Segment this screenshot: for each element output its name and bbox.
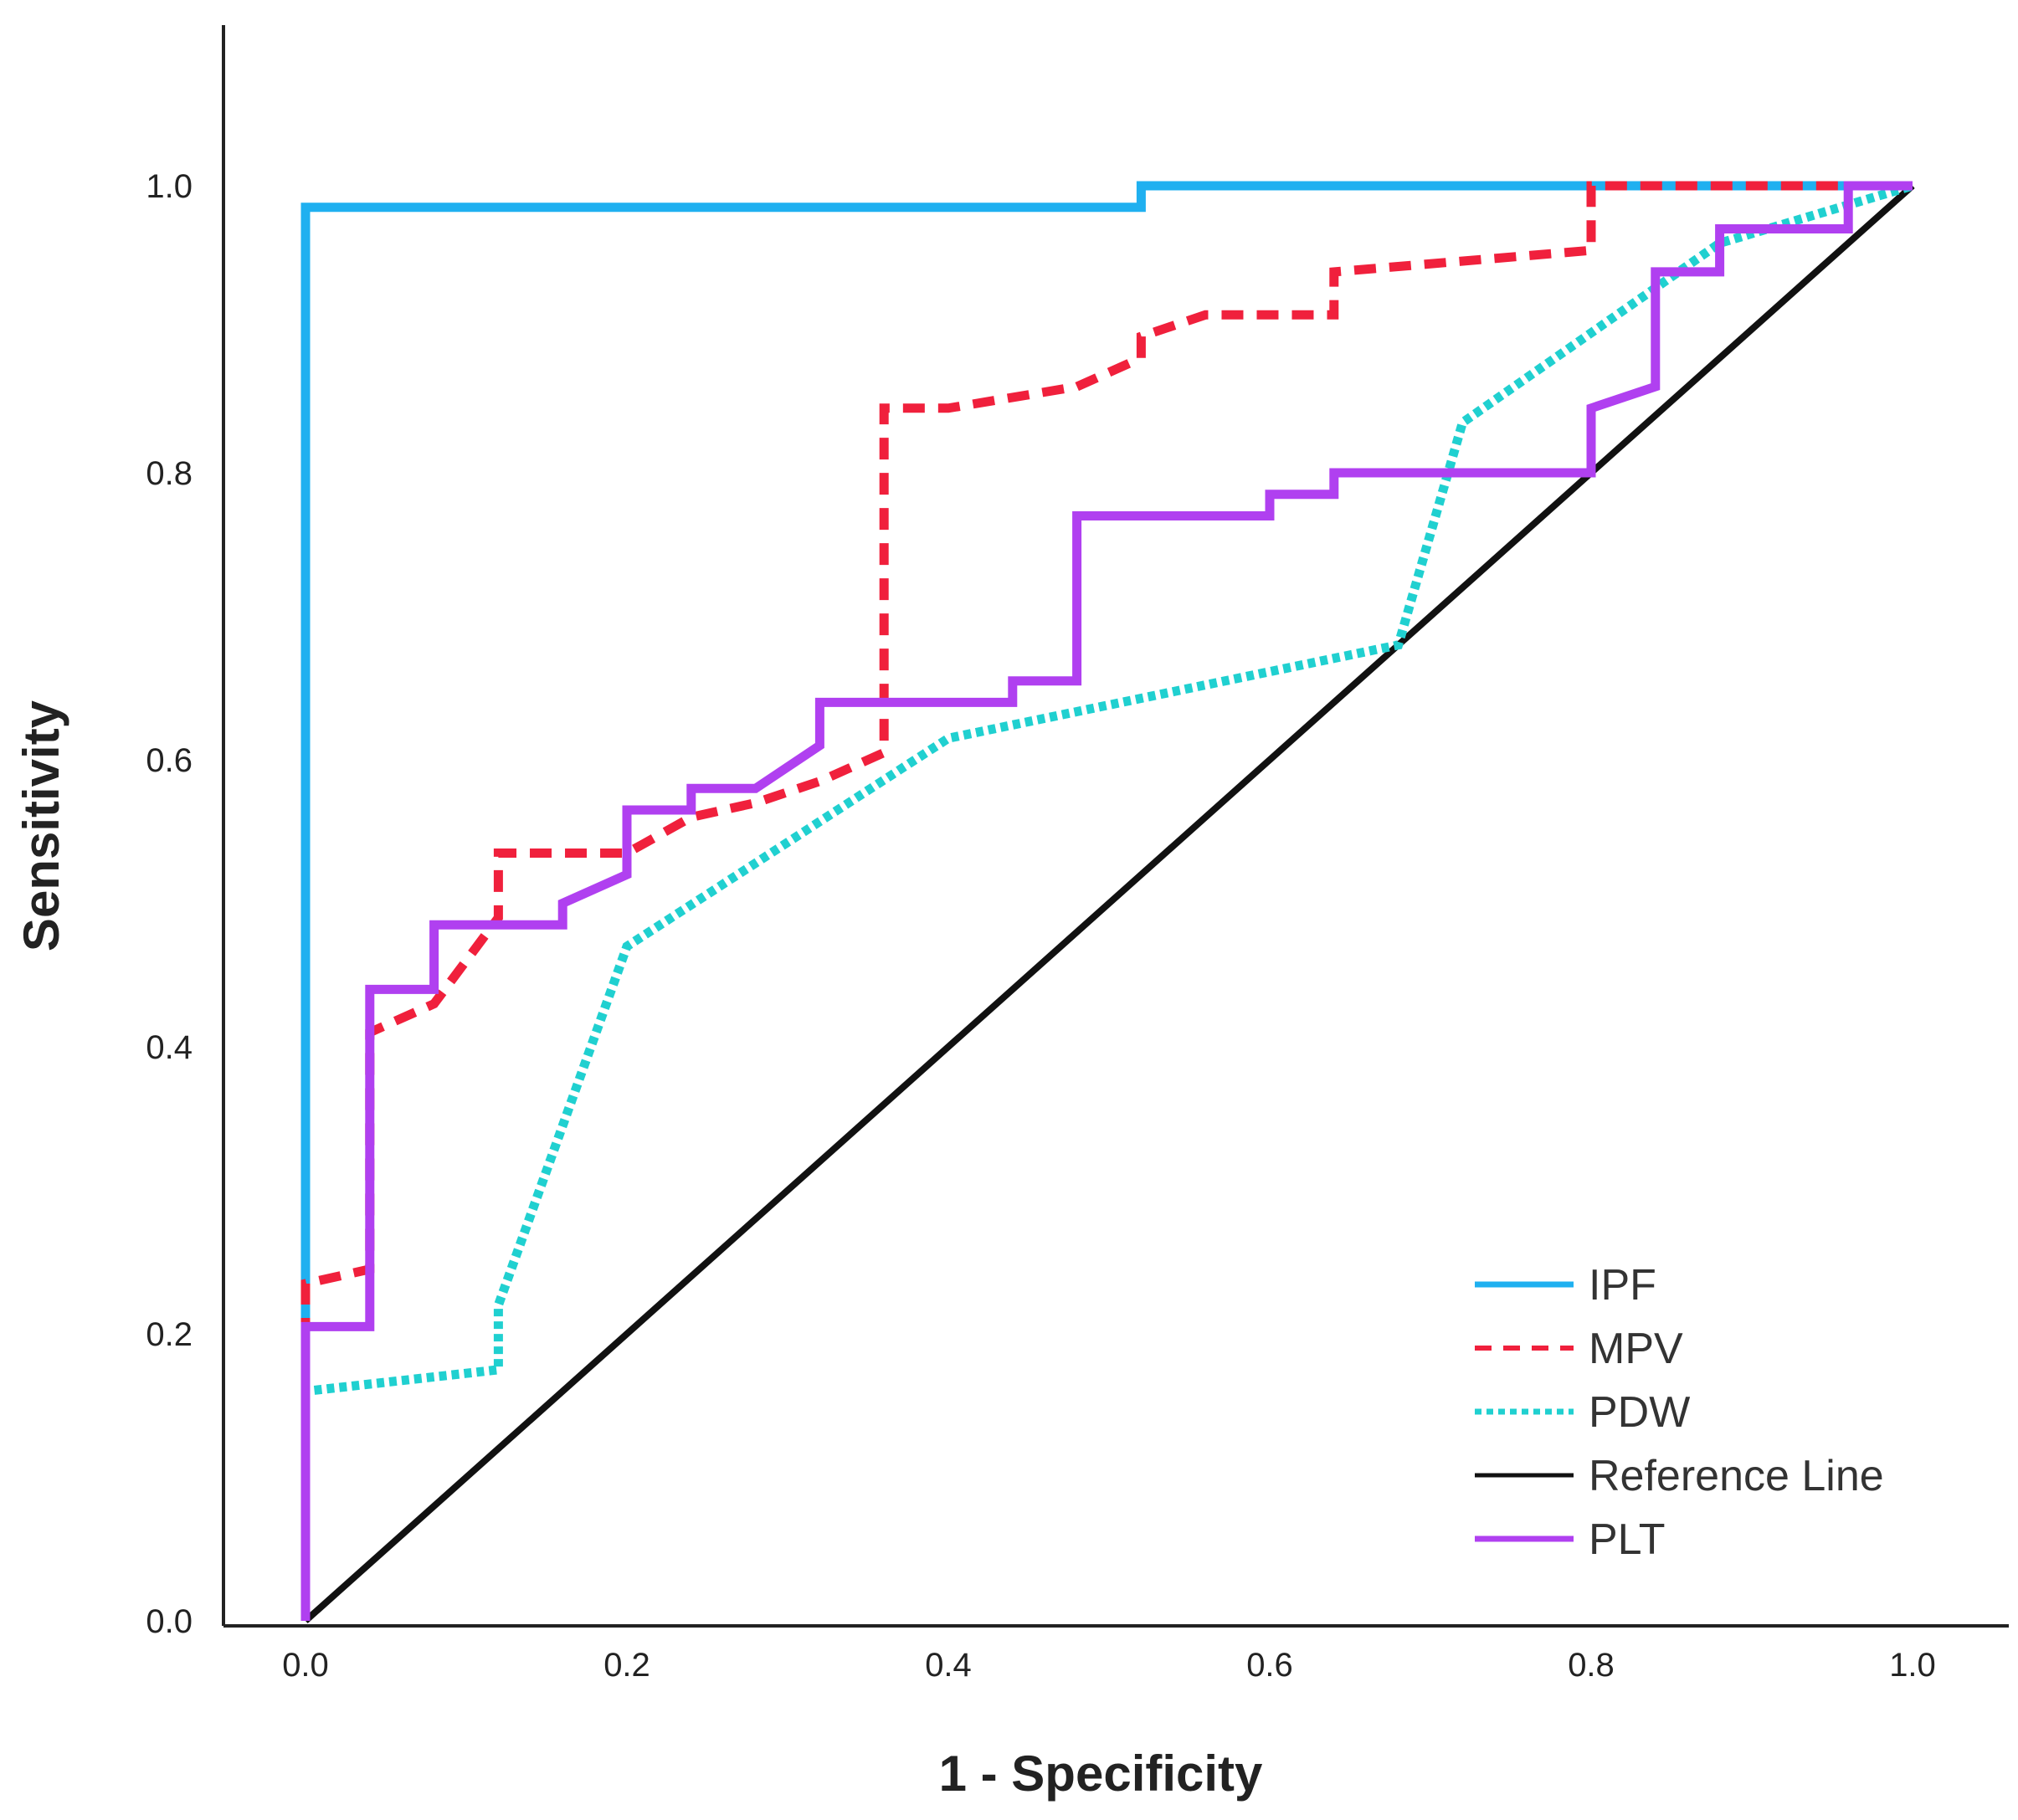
legend-item-ipf: IPF xyxy=(1475,1261,1656,1310)
series-lines xyxy=(300,181,1915,1623)
legend-item-mpv: MPV xyxy=(1475,1325,1683,1373)
x-tick-label-0.4: 0.4 xyxy=(925,1647,972,1684)
legend-item-reference-line: Reference Line xyxy=(1475,1452,1884,1500)
legend-label-pdw: PDW xyxy=(1589,1388,1690,1437)
x-tick-label-1.0: 1.0 xyxy=(1889,1647,1936,1684)
legend-label-reference-line: Reference Line xyxy=(1589,1452,1884,1500)
legend: IPF MPV PDW Reference Line PLT xyxy=(1475,1261,1884,1564)
legend-label-ipf: IPF xyxy=(1589,1261,1656,1310)
legend-label-mpv: MPV xyxy=(1589,1325,1683,1373)
y-tick-label-0.0: 0.0 xyxy=(146,1603,193,1640)
y-tick-labels: 0.0 0.2 0.4 0.6 0.8 1.0 xyxy=(146,168,193,1640)
x-tick-label-0.2: 0.2 xyxy=(603,1647,650,1684)
x-tick-label-0.8: 0.8 xyxy=(1568,1647,1615,1684)
plot-area: 0.0 0.2 0.4 0.6 0.8 1.0 0.0 0.2 0.4 0.6 0.8 1.0 xyxy=(146,25,2009,1684)
y-tick-label-0.4: 0.4 xyxy=(146,1029,193,1066)
y-tick-label-0.6: 0.6 xyxy=(146,742,193,779)
x-tick-labels: 0.0 0.2 0.4 0.6 0.8 1.0 xyxy=(282,1647,1936,1684)
legend-item-plt: PLT xyxy=(1475,1515,1666,1564)
reference-line-curve xyxy=(303,183,1915,1623)
pdw-curve xyxy=(300,181,1914,1621)
y-tick-label-1.0: 1.0 xyxy=(146,168,193,205)
y-tick-label-0.8: 0.8 xyxy=(146,455,193,492)
plt-curve xyxy=(300,181,1913,1621)
x-tick-label-0.0: 0.0 xyxy=(282,1647,329,1684)
mpv-curve xyxy=(300,181,1913,1621)
x-axis-title: 1 - Specificity xyxy=(939,1746,1263,1802)
legend-label-plt: PLT xyxy=(1589,1515,1666,1564)
legend-item-pdw: PDW xyxy=(1475,1388,1690,1437)
x-tick-label-0.6: 0.6 xyxy=(1246,1647,1293,1684)
y-axis-title: Sensitivity xyxy=(13,700,69,951)
y-tick-label-0.2: 0.2 xyxy=(146,1316,193,1353)
